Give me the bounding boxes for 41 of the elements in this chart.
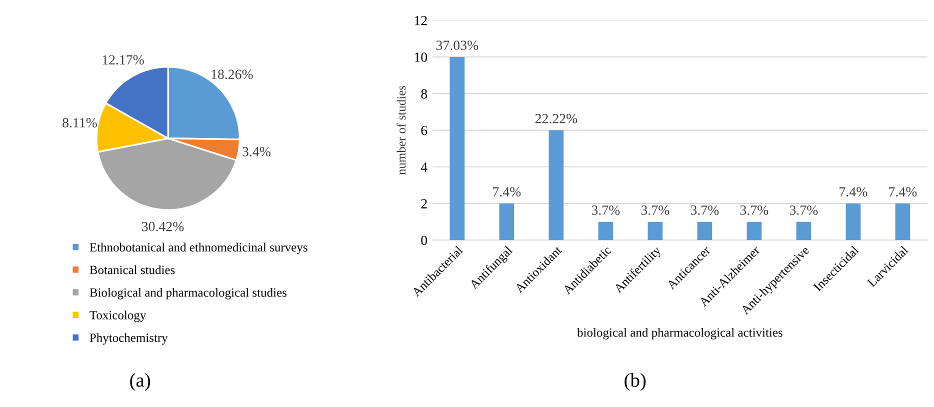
bar xyxy=(746,222,762,240)
data-label: 18.26% xyxy=(212,70,253,80)
legend-label: Toxicology xyxy=(90,310,146,322)
annotation: 22.22% xyxy=(535,114,578,124)
bar xyxy=(598,222,614,240)
bar xyxy=(548,130,564,240)
legend-label: Biological and pharmacological studies xyxy=(90,288,286,300)
bar xyxy=(796,222,812,240)
legend-label: Ethnobotanical and ethnomedicinal surveys xyxy=(90,242,308,254)
text: (b) xyxy=(624,373,646,391)
annotation: 7.4% xyxy=(889,187,917,197)
text: (a) xyxy=(130,373,150,391)
data-label: 30.42% xyxy=(142,222,184,232)
x-axis-title: biological and pharmacological activities xyxy=(577,328,782,340)
y-tick-label: 6 xyxy=(421,126,428,136)
data-label: 3.4% xyxy=(242,146,270,156)
bar xyxy=(697,222,712,240)
legend-label: Botanical studies xyxy=(90,265,175,274)
y-tick-label: 8 xyxy=(421,89,428,99)
y-tick-label: 0 xyxy=(421,236,428,246)
annotation: 3.7% xyxy=(592,205,620,215)
bar xyxy=(499,204,514,240)
annotation: 3.7% xyxy=(641,205,670,215)
y-axis-title: number of studies xyxy=(396,86,406,175)
annotation: 3.7% xyxy=(690,205,719,215)
bar xyxy=(450,56,465,240)
annotation: 7.4% xyxy=(493,187,521,197)
bar xyxy=(846,204,861,240)
annotation: 3.7% xyxy=(790,205,818,215)
y-tick-label: 12 xyxy=(414,16,427,26)
bar xyxy=(648,222,663,240)
y-tick-label: 10 xyxy=(414,52,428,62)
data-label: 12.17% xyxy=(102,55,144,65)
annotation: 3.7% xyxy=(740,205,768,215)
y-tick-label: 4 xyxy=(420,162,428,172)
y-tick-label: 2 xyxy=(421,199,427,208)
data-label: 8.11% xyxy=(62,118,97,128)
legend-label: Phytochemistry xyxy=(90,333,168,345)
bar xyxy=(895,204,910,240)
annotation: 37.03% xyxy=(436,40,478,50)
annotation: 7.4% xyxy=(840,187,868,197)
